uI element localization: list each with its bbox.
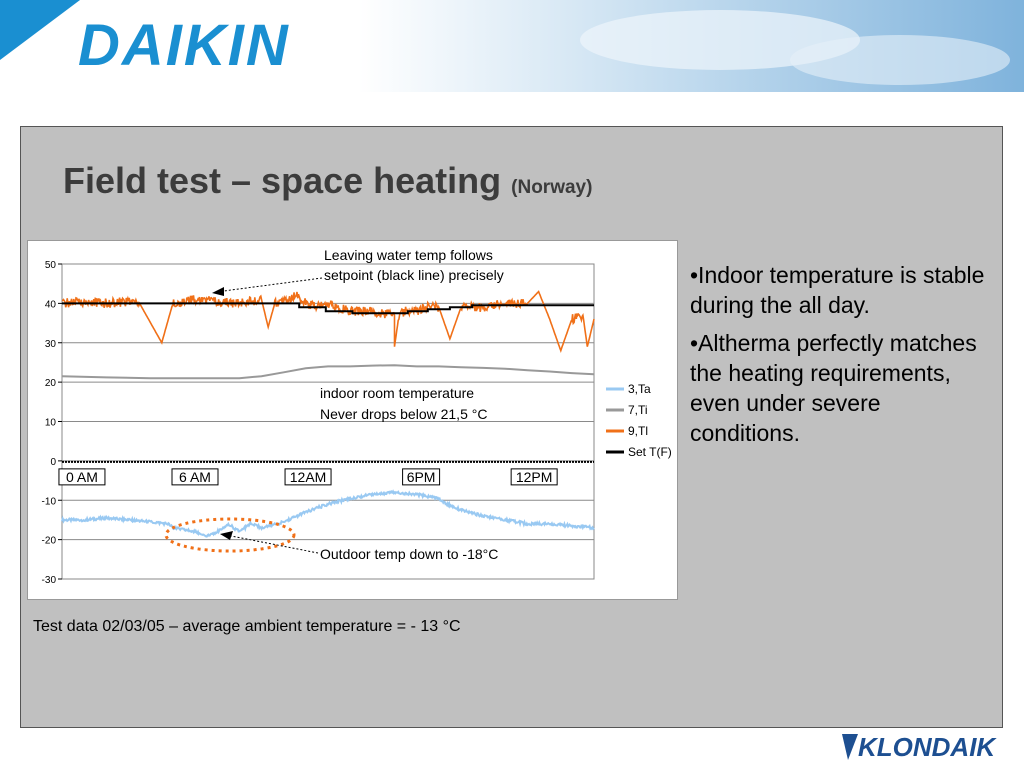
footer-logo-graphic: KLONDAIK <box>842 732 997 762</box>
time-label-box <box>402 468 441 486</box>
time-label: 12AM <box>290 469 327 485</box>
annotation-leaving-water-arrow <box>215 277 323 293</box>
annotation-outdoor-ring <box>164 517 296 553</box>
slide-title-main: Field test – space heating <box>63 160 502 201</box>
y-tick-label: 30 <box>45 339 57 350</box>
test-data-caption: Test data 02/03/05 – average ambient tem… <box>33 618 461 635</box>
time-label-box <box>284 468 332 486</box>
y-tick-label: -20 <box>42 536 57 547</box>
header-banner: DAIKIN <box>0 0 1024 92</box>
bullet-item: •Indoor temperature is stable during the… <box>690 262 985 318</box>
arrow-head-icon <box>220 531 233 540</box>
annotation-outdoor: Outdoor temp down to -18°C <box>320 546 498 562</box>
series-line-7-ti <box>61 364 595 380</box>
series-line-set-t-f- <box>62 302 594 315</box>
bullet-item: •Altherma perfectly matches the heating … <box>690 330 977 446</box>
series-line-3-ta <box>61 489 595 538</box>
time-label: 12PM <box>516 469 553 485</box>
annotation-indoor-1: indoor room temperature <box>320 385 474 401</box>
annotation-leaving-water-1: Leaving water temp follows <box>324 247 493 263</box>
legend-label: Set T(F) <box>628 445 672 459</box>
time-label-box <box>58 468 106 486</box>
slide-title: Field test – space heating (Norway) <box>63 160 592 202</box>
arrow-head-icon <box>212 287 224 296</box>
bullet-list: •Indoor temperature is stable during the… <box>690 260 995 456</box>
slide-title-sub: (Norway) <box>511 177 593 198</box>
legend-label: 3,Ta <box>628 382 651 396</box>
annotation-indoor-2: Never drops below 21,5 °C <box>320 406 487 422</box>
time-label: 6 AM <box>179 469 211 485</box>
time-label: 0 AM <box>66 469 98 485</box>
footer-logo-text: KLONDAIK <box>858 732 997 762</box>
footer-logo: KLONDAIK <box>840 730 1024 768</box>
y-tick-label: 50 <box>45 260 57 271</box>
time-label-box <box>510 468 558 486</box>
legend-label: 9,Tl <box>628 424 648 438</box>
time-label: 6PM <box>407 469 436 485</box>
y-tick-label: -10 <box>42 496 57 507</box>
y-tick-label: 40 <box>45 299 57 310</box>
chart-container: 50 40 30 20 10 0 -10 -20 -30 0 AM 6 AM 12AM 6PM 12PM… <box>27 240 678 600</box>
logo-triangle-icon <box>0 0 80 60</box>
y-tick-label: 20 <box>45 378 57 389</box>
time-label-box <box>171 468 219 486</box>
brand-logo: DAIKIN <box>78 13 290 78</box>
y-tick-label: -30 <box>42 575 57 586</box>
header-graphic <box>0 0 1024 92</box>
y-tick-label: 10 <box>45 418 57 429</box>
temperature-chart: 50 40 30 20 10 0 -10 -20 -30 0 AM 6 AM 12AM 6PM 12PM… <box>42 247 672 586</box>
annotation-leaving-water-2: setpoint (black line) precisely <box>324 267 504 283</box>
legend-label: 7,Ti <box>628 403 648 417</box>
y-tick-label: 0 <box>50 457 56 468</box>
